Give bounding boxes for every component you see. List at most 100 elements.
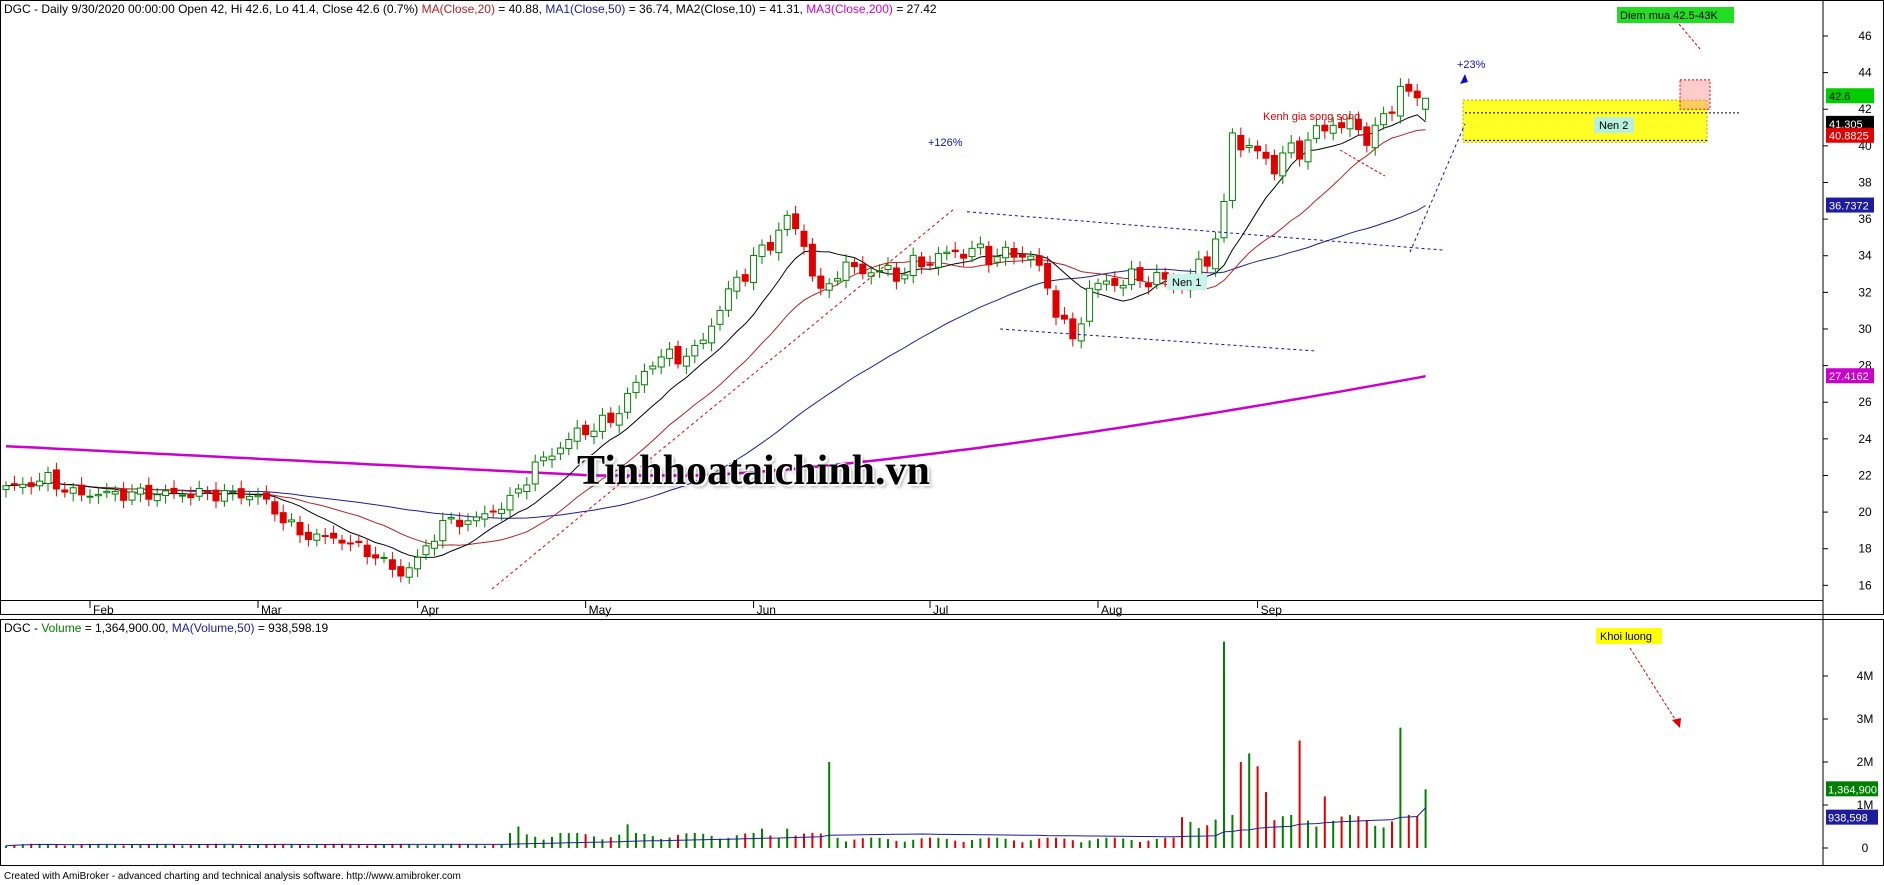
- candle-body: [220, 490, 228, 502]
- candle: [27, 476, 35, 495]
- x-tick-label: Jul: [933, 603, 948, 617]
- candle-body: [472, 516, 480, 522]
- candle: [783, 210, 791, 237]
- candle: [187, 486, 195, 506]
- ma200-badge: 27.4162: [1829, 371, 1869, 383]
- candle: [1018, 246, 1026, 264]
- volume-ma-badge-bg: [1826, 809, 1878, 825]
- candle: [649, 361, 657, 375]
- base2-label: Nen 2: [1599, 120, 1628, 132]
- candle: [1396, 78, 1404, 124]
- candle: [1329, 117, 1337, 141]
- candle-body: [304, 531, 312, 540]
- candle: [1296, 136, 1304, 167]
- candle: [1245, 138, 1253, 153]
- buy-point-arrow: [1678, 23, 1701, 50]
- candle-body: [111, 490, 119, 495]
- candle: [1413, 83, 1421, 106]
- candle: [1086, 280, 1094, 327]
- candle-body: [1354, 118, 1362, 131]
- candle: [1027, 250, 1035, 268]
- candle: [1321, 119, 1329, 139]
- candle: [960, 248, 968, 267]
- candle: [2, 481, 10, 498]
- buy-point-label-bg: [1617, 7, 1734, 23]
- candle: [1044, 255, 1052, 295]
- candle: [548, 447, 556, 468]
- candle-body: [1279, 152, 1287, 177]
- y-tick-label: 24: [1858, 432, 1872, 446]
- candle: [1228, 128, 1236, 209]
- candle: [876, 264, 884, 278]
- channel-bottom-line: [999, 328, 1316, 352]
- candle: [346, 534, 354, 552]
- ma10-label: MA2(Close,10): [675, 2, 756, 16]
- candle: [808, 237, 816, 282]
- candle: [1077, 317, 1085, 349]
- candle-body: [422, 545, 430, 556]
- candle: [514, 484, 522, 498]
- x-tick-label: Feb: [93, 603, 114, 617]
- volume-ma-badge: 938,598: [1828, 813, 1868, 825]
- footer-credit: Created with AmiBroker - advanced charti…: [4, 871, 461, 882]
- candle: [565, 432, 573, 456]
- volume-label: Volume: [41, 621, 82, 635]
- candle: [212, 482, 220, 509]
- candle-body: [506, 494, 514, 511]
- candle: [1111, 271, 1119, 292]
- candle-body: [1035, 255, 1043, 266]
- candle: [834, 271, 842, 286]
- candle-body: [36, 480, 44, 487]
- candle: [162, 484, 170, 504]
- candle-body: [775, 229, 783, 254]
- candle: [682, 347, 690, 375]
- y-tick-label: 22: [1858, 468, 1872, 482]
- candle: [145, 477, 153, 507]
- candle: [968, 240, 976, 263]
- volume-annotation-arrow: [1629, 647, 1679, 725]
- y-tick-label: 18: [1858, 542, 1872, 556]
- candle: [195, 480, 203, 502]
- candle-body: [598, 414, 606, 432]
- candle: [1102, 273, 1110, 291]
- candle: [733, 270, 741, 300]
- candle-body: [876, 270, 884, 273]
- candle-body: [901, 274, 909, 280]
- candle: [313, 528, 321, 547]
- y-tick-label: 38: [1858, 175, 1872, 189]
- candle: [632, 375, 640, 399]
- candle: [800, 224, 808, 255]
- candle: [859, 256, 867, 280]
- y-tick-label: 32: [1858, 285, 1872, 299]
- candle: [1287, 134, 1295, 159]
- ma200-line: [5, 374, 1426, 477]
- candle-body: [1153, 271, 1161, 286]
- candle: [741, 268, 749, 287]
- candle-body: [271, 501, 279, 515]
- candle-body: [1405, 83, 1413, 92]
- candle-body: [531, 461, 539, 485]
- candle-body: [439, 520, 447, 542]
- ma200-badge-bg: [1826, 368, 1874, 384]
- candle: [1203, 250, 1211, 274]
- candle-body: [1069, 318, 1077, 340]
- candle-body: [212, 489, 220, 502]
- vol-y-tick-label: 1M: [1857, 798, 1874, 812]
- candle-body: [699, 339, 707, 345]
- buy-point-label: Diem mua 42.5-43K: [1620, 10, 1718, 22]
- candle: [1279, 145, 1287, 185]
- candle: [279, 504, 287, 531]
- candle-body: [792, 213, 800, 230]
- candle-body: [2, 485, 10, 490]
- ma50-label: MA1(Close,50): [545, 2, 626, 16]
- last-price-badge-bg: [1826, 88, 1874, 104]
- candle-body: [1270, 154, 1278, 175]
- candle-body: [321, 535, 329, 538]
- candle: [1002, 240, 1010, 266]
- candle: [1128, 260, 1136, 291]
- candle: [498, 502, 506, 521]
- candle-body: [162, 490, 170, 497]
- candle-body: [195, 488, 203, 497]
- candle: [901, 267, 909, 284]
- candle: [430, 534, 438, 556]
